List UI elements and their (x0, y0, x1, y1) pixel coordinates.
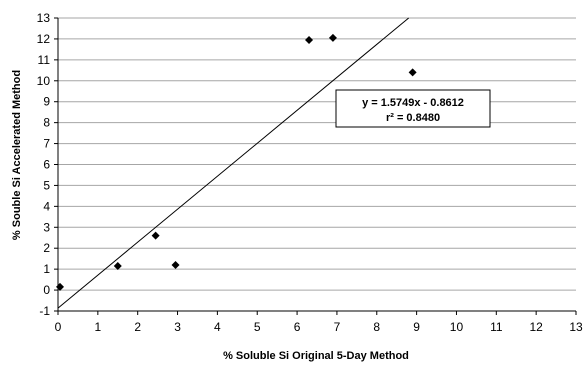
x-tick-label: 6 (294, 320, 301, 334)
y-tick-label: 5 (43, 178, 50, 192)
y-axis-title: % Souble Si Accelerated Method (11, 70, 23, 240)
axes (54, 17, 577, 315)
data-point (171, 260, 180, 269)
data-points (55, 33, 417, 291)
y-tick-label: 12 (37, 32, 51, 46)
y-tick-label: 9 (43, 95, 50, 109)
y-tick-label: 11 (38, 53, 51, 67)
r-squared-label: r² = 0.8480 (386, 112, 440, 124)
y-tick-label: 7 (43, 137, 50, 151)
x-tick-label: 5 (254, 320, 261, 334)
y-tick-label: 1 (43, 262, 50, 276)
y-tick-label: -1 (39, 304, 50, 318)
x-tick-label: 11 (490, 320, 503, 334)
data-point (113, 262, 122, 271)
equation-box: y = 1.5749x - 0.8612 r² = 0.8480 (335, 89, 491, 128)
x-tick-label: 3 (174, 320, 181, 334)
x-axis-title: % Soluble Si Original 5-Day Method (223, 350, 409, 362)
x-tick-label: 4 (214, 320, 221, 334)
y-tick-label: 6 (43, 158, 50, 172)
x-tick-label: 13 (569, 320, 583, 334)
trendline (57, 17, 410, 309)
data-point (55, 282, 64, 291)
y-tick-label: 2 (43, 241, 50, 255)
x-tick-label: 12 (529, 320, 543, 334)
y-tick-label: 0 (43, 283, 50, 297)
x-tick-label: 9 (413, 320, 420, 334)
x-tick-labels: 0 1 2 3 4 5 6 7 8 9 10 11 12 13 (55, 320, 583, 334)
y-tick-label: 4 (43, 199, 50, 213)
x-tick-label: 10 (450, 320, 464, 334)
x-tick-label: 1 (95, 320, 102, 334)
gridlines (58, 17, 576, 312)
y-tick-label: 3 (43, 220, 50, 234)
data-point (151, 231, 160, 240)
y-tick-label: 13 (37, 11, 51, 25)
x-tick-label: 8 (373, 320, 380, 334)
equation-label: y = 1.5749x - 0.8612 (362, 97, 464, 109)
y-tick-label: 8 (43, 116, 50, 130)
data-point (328, 33, 337, 42)
data-point (305, 35, 314, 44)
x-tick-label: 7 (334, 320, 341, 334)
data-point (408, 68, 417, 77)
y-tick-label: 10 (37, 74, 51, 88)
x-tick-label: 0 (55, 320, 62, 334)
x-tick-label: 2 (134, 320, 141, 334)
